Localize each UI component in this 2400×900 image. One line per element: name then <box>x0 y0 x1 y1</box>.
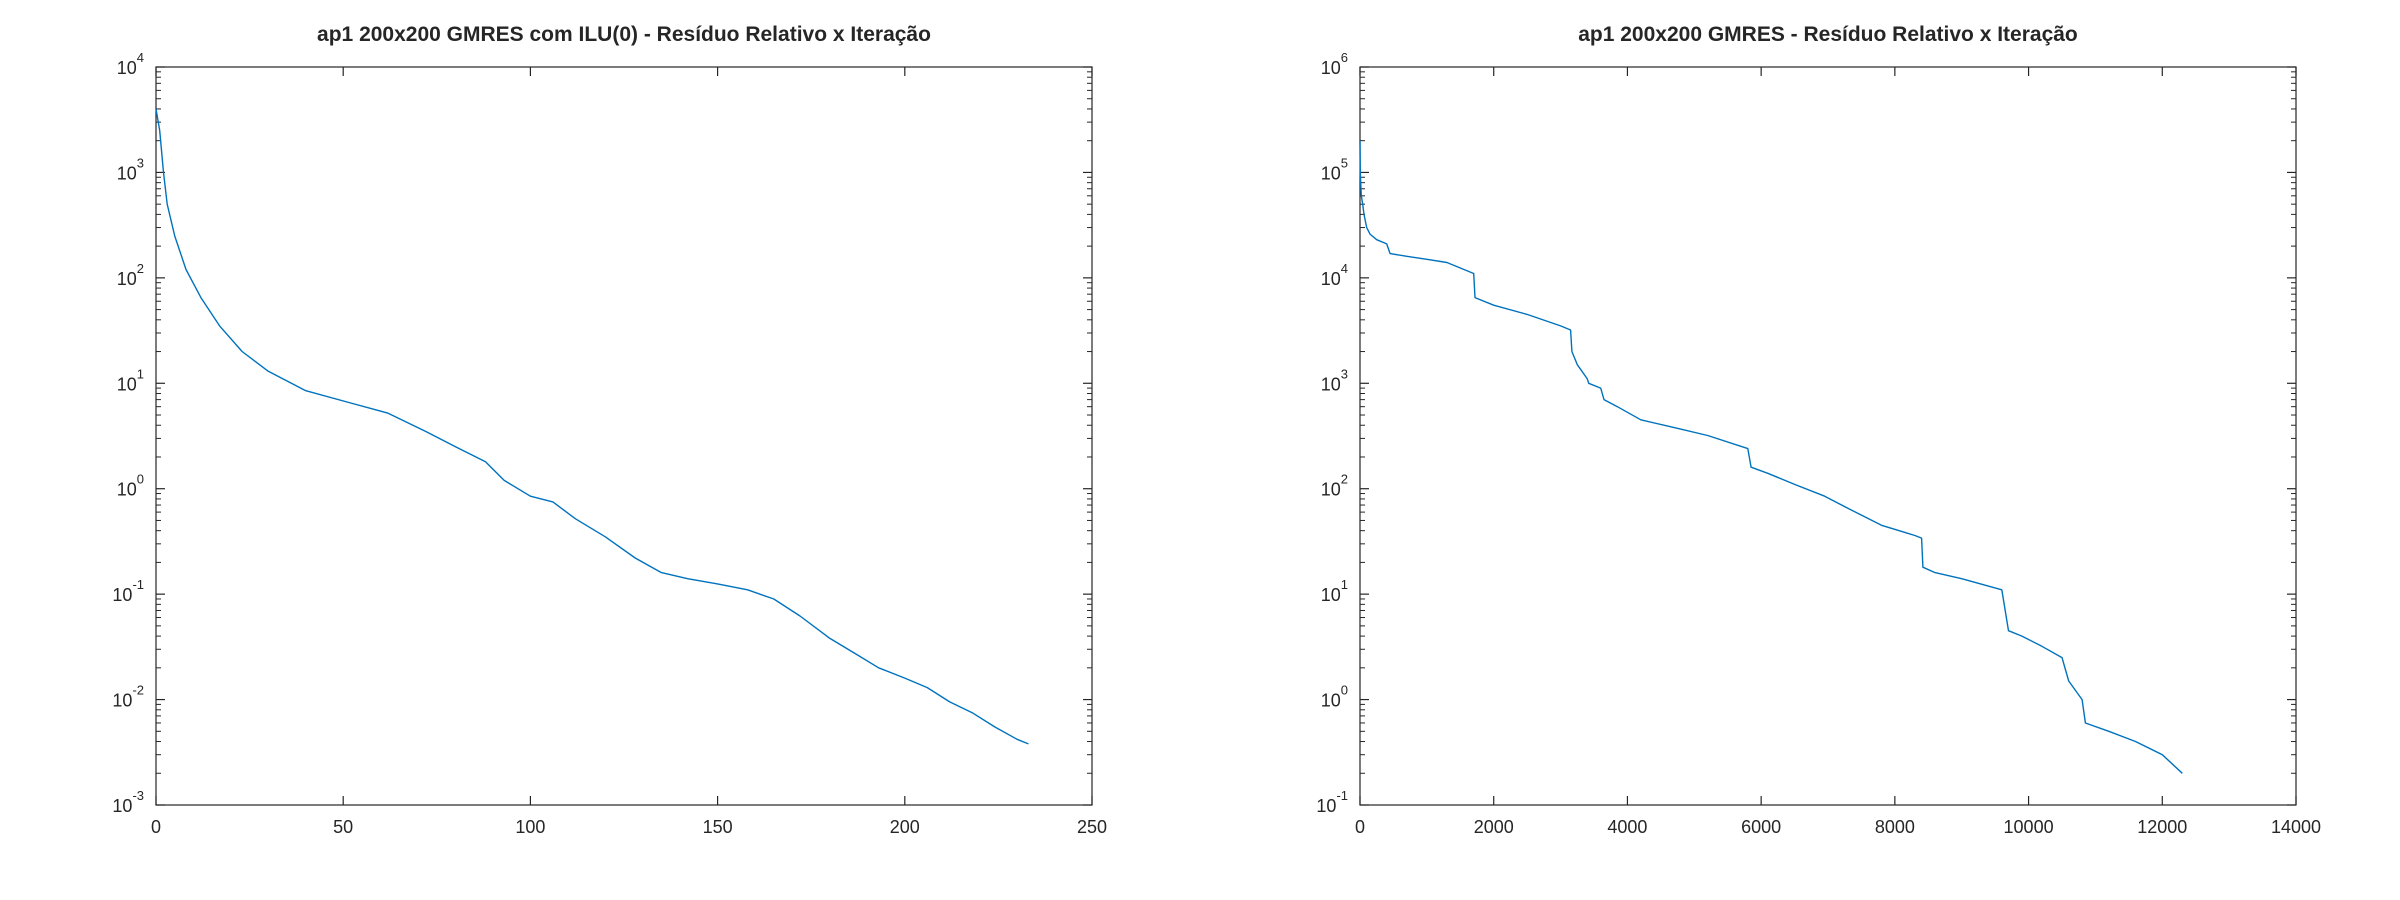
chart-left-y-tick-label: 104 <box>117 50 144 78</box>
chart-right-x-tick-label: 4000 <box>1607 817 1647 837</box>
chart-left-series-line <box>155 108 1029 745</box>
chart-right-x-tick-label: 12000 <box>2137 817 2187 837</box>
chart-left-title: ap1 200x200 GMRES com ILU(0) - Resíduo R… <box>317 23 931 46</box>
chart-right-series-line <box>1359 140 2183 774</box>
chart-left-y-tick-label: 101 <box>117 366 144 394</box>
chart-left-y-tick-label: 10-3 <box>112 788 144 816</box>
chart-right-y-tick-label: 105 <box>1321 155 1348 183</box>
chart-right-x-tick-label: 2000 <box>1474 817 1514 837</box>
chart-right-y-tick-label: 103 <box>1321 366 1348 394</box>
chart-left-x-tick-label: 50 <box>333 817 353 837</box>
chart-right-title: ap1 200x200 GMRES - Resíduo Relativo x I… <box>1578 23 2078 46</box>
chart-right-x-tick-label: 14000 <box>2271 817 2321 837</box>
chart-right-x-tick-label: 10000 <box>2004 817 2054 837</box>
chart-left-axes-box <box>155 66 1093 806</box>
chart-left-x-tick-label: 200 <box>890 817 920 837</box>
chart-right-y-tick-label: 106 <box>1321 50 1348 78</box>
chart-left-x-tick-label: 0 <box>151 817 161 837</box>
chart-left-x-tick-label: 250 <box>1077 817 1107 837</box>
chart-right-y-tick-label: 104 <box>1321 261 1348 289</box>
chart-left-x-tick-label: 100 <box>515 817 545 837</box>
chart-right-x-tick-label: 8000 <box>1875 817 1915 837</box>
chart-right-y-tick-label: 102 <box>1321 472 1348 500</box>
chart-right: ap1 200x200 GMRES - Resíduo Relativo x I… <box>1316 23 2321 837</box>
chart-left-y-tick-label: 103 <box>117 155 144 183</box>
chart-right-x-tick-label: 6000 <box>1741 817 1781 837</box>
chart-right-axes-box <box>1359 66 2297 806</box>
chart-left-x-tick-label: 150 <box>703 817 733 837</box>
chart-left: ap1 200x200 GMRES com ILU(0) - Resíduo R… <box>112 23 1107 837</box>
chart-right-x-tick-label: 0 <box>1355 817 1365 837</box>
chart-right-y-tick-label: 100 <box>1321 683 1348 711</box>
chart-right-y-tick-label: 101 <box>1321 577 1348 605</box>
chart-left-y-tick-label: 100 <box>117 472 144 500</box>
chart-left-y-tick-label: 102 <box>117 261 144 289</box>
chart-left-y-tick-label: 10-2 <box>112 683 144 711</box>
chart-right-y-tick-label: 10-1 <box>1316 788 1348 816</box>
chart-left-y-tick-label: 10-1 <box>112 577 144 605</box>
